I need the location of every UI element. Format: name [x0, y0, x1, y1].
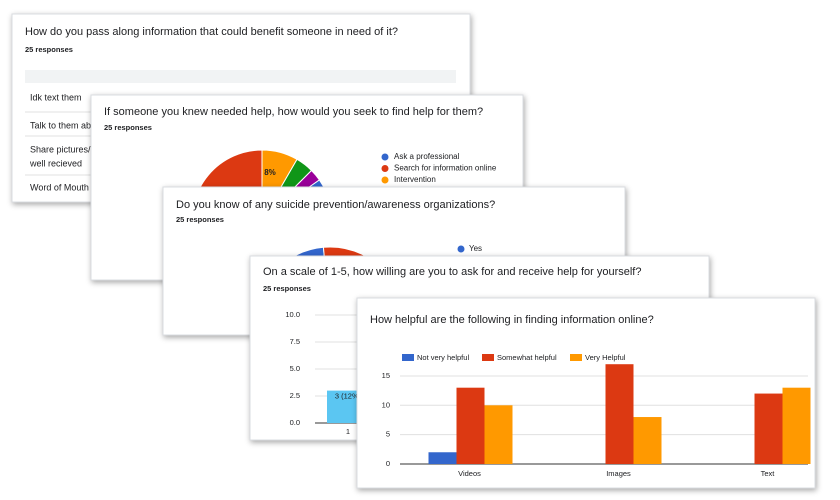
y-tick-label: 15: [382, 371, 390, 380]
card-title: How helpful are the following in finding…: [370, 314, 654, 326]
y-tick-label: 5.0: [290, 364, 300, 373]
slice-label: 8%: [264, 168, 276, 177]
response-count: 25 responses: [263, 284, 311, 293]
legend-label: Not very helpful: [417, 353, 469, 362]
y-tick-label: 0: [386, 459, 390, 468]
card-title: If someone you knew needed help, how wou…: [104, 106, 483, 118]
bar: [633, 417, 662, 464]
bar: [754, 393, 783, 464]
legend-label: Somewhat helpful: [497, 353, 557, 362]
legend-marker: [381, 176, 389, 184]
card-title: How do you pass along information that c…: [25, 26, 398, 38]
y-tick-label: 10: [382, 400, 390, 409]
bar: [782, 387, 811, 464]
legend-marker: [482, 354, 494, 361]
card-title: On a scale of 1-5, how willing are you t…: [263, 266, 641, 278]
bar: [456, 387, 485, 464]
bar: [484, 405, 513, 464]
y-tick-label: 10.0: [285, 310, 300, 319]
response-count: 25 responses: [25, 45, 73, 54]
table-row: well recieved: [29, 158, 82, 168]
table-row: Word of Mouth: [30, 182, 89, 192]
y-tick-label: 7.5: [290, 337, 300, 346]
legend-label: Search for information online: [394, 164, 497, 173]
y-tick-label: 2.5: [290, 391, 300, 400]
legend-marker: [381, 153, 389, 161]
card: [356, 297, 816, 489]
table-row: Talk to them abo: [30, 120, 96, 130]
x-tick-label: Images: [606, 469, 631, 478]
x-tick-label: Videos: [458, 469, 481, 478]
x-tick-label: Text: [761, 469, 776, 478]
card-title: Do you know of any suicide prevention/aw…: [176, 199, 495, 211]
y-tick-label: 0.0: [290, 418, 300, 427]
table-header: [25, 70, 456, 83]
table-row: Idk text them: [30, 92, 82, 102]
response-count: 25 responses: [176, 215, 224, 224]
legend-marker: [457, 245, 465, 253]
legend-marker: [381, 165, 389, 172]
value-label: 3 (12%): [335, 392, 362, 401]
response-count: 25 responses: [104, 123, 152, 132]
legend-marker: [570, 354, 582, 361]
legend-label: Very Helpful: [585, 353, 626, 362]
x-tick-label: 1: [346, 427, 350, 436]
bar: [428, 452, 457, 464]
legend-label: Intervention: [394, 175, 436, 184]
legend-label: Ask a professional: [394, 152, 460, 161]
y-tick-label: 5: [386, 430, 390, 439]
table-row: Share pictures/l: [30, 144, 93, 154]
bar: [605, 364, 634, 464]
legend-marker: [402, 354, 414, 361]
legend-label: Yes: [469, 244, 482, 253]
